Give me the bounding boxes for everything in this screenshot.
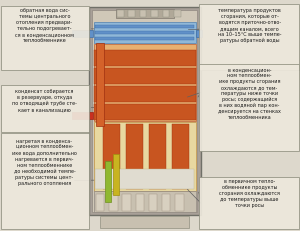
Bar xyxy=(95,31,194,34)
Bar xyxy=(94,68,196,84)
Bar xyxy=(88,7,201,215)
Bar xyxy=(140,10,146,17)
Bar xyxy=(149,124,166,189)
Bar xyxy=(95,25,194,28)
Text: в конденсацион-
ном теплообмен-
ике продукты сгорания
охлаждаются до тем-
перату: в конденсацион- ном теплообмен- ике прод… xyxy=(218,67,281,120)
Text: нагретая в конденса-
ционном теплообмен-
ике вода дополнительно
нагревается в пе: нагретая в конденса- ционном теплообмен-… xyxy=(12,139,77,185)
Bar xyxy=(128,10,135,17)
Bar xyxy=(122,194,131,211)
Bar xyxy=(94,86,196,102)
FancyBboxPatch shape xyxy=(199,64,299,151)
Bar xyxy=(94,44,196,121)
Bar xyxy=(72,112,93,119)
Bar xyxy=(163,10,169,17)
Bar xyxy=(112,154,118,195)
Text: температура продуктов
сгорания, которые от-
водятся приточно-отво-
дящим каналом: температура продуктов сгорания, которые … xyxy=(218,8,281,43)
Bar xyxy=(117,10,124,17)
Bar xyxy=(175,194,184,211)
FancyBboxPatch shape xyxy=(1,85,89,132)
Bar xyxy=(103,124,120,189)
Bar xyxy=(100,216,189,228)
Bar xyxy=(109,194,118,211)
Bar xyxy=(72,30,93,37)
Bar xyxy=(136,194,144,211)
Text: в первичном тепло-
обменнике продукты
сгорания охлаждаются
до температуры выше
т: в первичном тепло- обменнике продукты сг… xyxy=(219,179,280,208)
Bar xyxy=(172,124,188,189)
Bar xyxy=(151,10,158,17)
Bar xyxy=(95,169,194,189)
Bar xyxy=(149,194,157,211)
FancyBboxPatch shape xyxy=(1,6,89,70)
Bar xyxy=(94,191,196,212)
Bar xyxy=(162,194,170,211)
Bar xyxy=(94,122,196,191)
Bar xyxy=(94,22,196,43)
Bar xyxy=(94,50,196,66)
Bar xyxy=(92,10,197,212)
Bar xyxy=(94,104,196,120)
Bar xyxy=(105,161,111,202)
Bar xyxy=(95,37,194,40)
Bar xyxy=(96,43,104,126)
Bar xyxy=(196,30,202,37)
Text: обратная вода сис-
темы центрального
отопления предвари-
тельно подогревает-
ся : обратная вода сис- темы центрального ото… xyxy=(15,8,74,43)
Text: конденсат собирается
в резервуаре, откуда
по отводящей трубе сте-
кает в канализ: конденсат собирается в резервуаре, откуд… xyxy=(12,89,77,112)
Bar xyxy=(96,194,104,211)
FancyBboxPatch shape xyxy=(1,133,89,229)
FancyBboxPatch shape xyxy=(199,4,299,70)
Bar xyxy=(126,124,143,189)
Bar xyxy=(174,10,181,17)
FancyBboxPatch shape xyxy=(199,177,299,229)
Bar xyxy=(116,9,174,18)
